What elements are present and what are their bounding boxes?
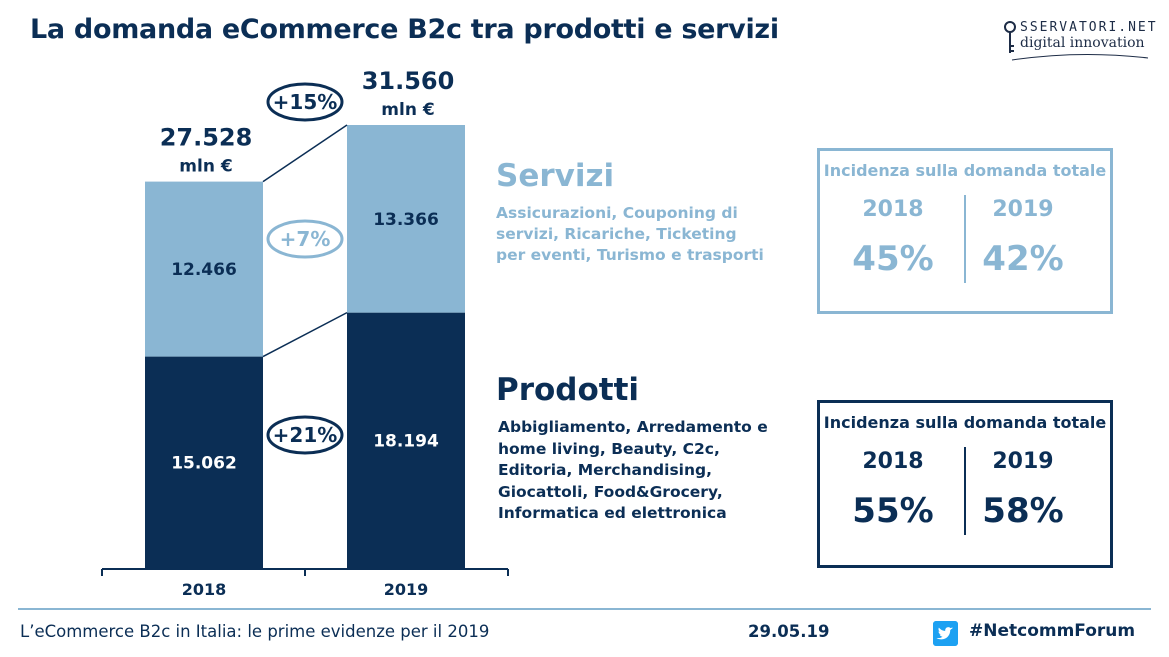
- growth-prodotti-ellipse: [266, 415, 344, 455]
- incidenza-servizi-value-2018: 45%: [852, 239, 934, 279]
- incidenza-servizi-box: Incidenza sulla domanda totale 2018 2019…: [817, 148, 1113, 314]
- logo-swoosh: [1011, 53, 1149, 61]
- data-label-servizi-2019: 13.366: [373, 210, 439, 230]
- total-value-2019: 31.560: [362, 67, 455, 95]
- box-separator: [964, 447, 966, 535]
- x-tick-label-2019: 2019: [384, 580, 429, 599]
- prodotti-description: Abbigliamento, Arredamento e home living…: [498, 418, 768, 522]
- servizi-title: Servizi: [496, 158, 615, 194]
- connector-prodotti: [262, 311, 348, 358]
- connector-total: [262, 124, 348, 183]
- box-separator: [964, 195, 966, 283]
- growth-total-label: +15%: [273, 90, 338, 114]
- footer-hashtag: #NetcommForum: [969, 621, 1136, 641]
- footer-date: 29.05.19: [748, 622, 830, 641]
- incidenza-servizi-year-2018: 2018: [862, 197, 924, 222]
- bar-servizi-2018: [145, 181, 263, 357]
- footer-divider: [18, 608, 1151, 610]
- page-title: La domanda eCommerce B2c tra prodotti e …: [30, 14, 779, 45]
- prodotti-title: Prodotti: [496, 372, 640, 408]
- twitter-icon: [933, 621, 958, 646]
- incidenza-prodotti-year-2019: 2019: [992, 449, 1054, 474]
- total-unit-2019: mln €: [381, 100, 434, 120]
- incidenza-prodotti-value-2019: 58%: [982, 491, 1064, 531]
- servizi-description: Assicurazioni, Couponing di servizi, Ric…: [496, 204, 764, 264]
- bar-prodotti-2018: [145, 356, 263, 568]
- incidenza-servizi-heading: Incidenza sulla domanda totale: [823, 161, 1107, 180]
- incidenza-prodotti-year-2018: 2018: [862, 449, 924, 474]
- data-label-prodotti-2018: 15.062: [171, 453, 237, 473]
- footer-subtitle: L’eCommerce B2c in Italia: le prime evid…: [20, 622, 490, 641]
- total-value-2018: 27.528: [160, 124, 253, 152]
- incidenza-prodotti-value-2018: 55%: [852, 491, 934, 531]
- bar-prodotti-2019: [347, 312, 465, 568]
- total-unit-2018: mln €: [179, 157, 232, 177]
- incidenza-servizi-year-2019: 2019: [992, 197, 1054, 222]
- osservatori-logo: SSERVATORI.NET digital innovation: [1002, 20, 1156, 70]
- growth-servizi-label: +7%: [280, 227, 331, 251]
- growth-servizi-ellipse: [266, 219, 344, 259]
- data-label-prodotti-2019: 18.194: [373, 431, 439, 451]
- incidenza-prodotti-box: Incidenza sulla domanda totale 2018 2019…: [817, 400, 1113, 568]
- incidenza-prodotti-heading: Incidenza sulla domanda totale: [823, 413, 1107, 432]
- data-label-servizi-2018: 12.466: [171, 260, 237, 280]
- growth-total-ellipse: [266, 82, 344, 122]
- key-icon: [1004, 21, 1016, 53]
- incidenza-servizi-value-2019: 42%: [982, 239, 1064, 279]
- bar-servizi-2019: [347, 125, 465, 313]
- logo-line2: digital innovation: [1020, 35, 1145, 51]
- growth-prodotti-label: +21%: [273, 423, 338, 447]
- logo-line1: SSERVATORI.NET: [1020, 20, 1158, 35]
- stacked-bar-chart: 15.062 12.466 27.528 mln € 2018 18.194 13.366 3…: [101, 67, 509, 599]
- x-tick-label-2018: 2018: [182, 580, 227, 599]
